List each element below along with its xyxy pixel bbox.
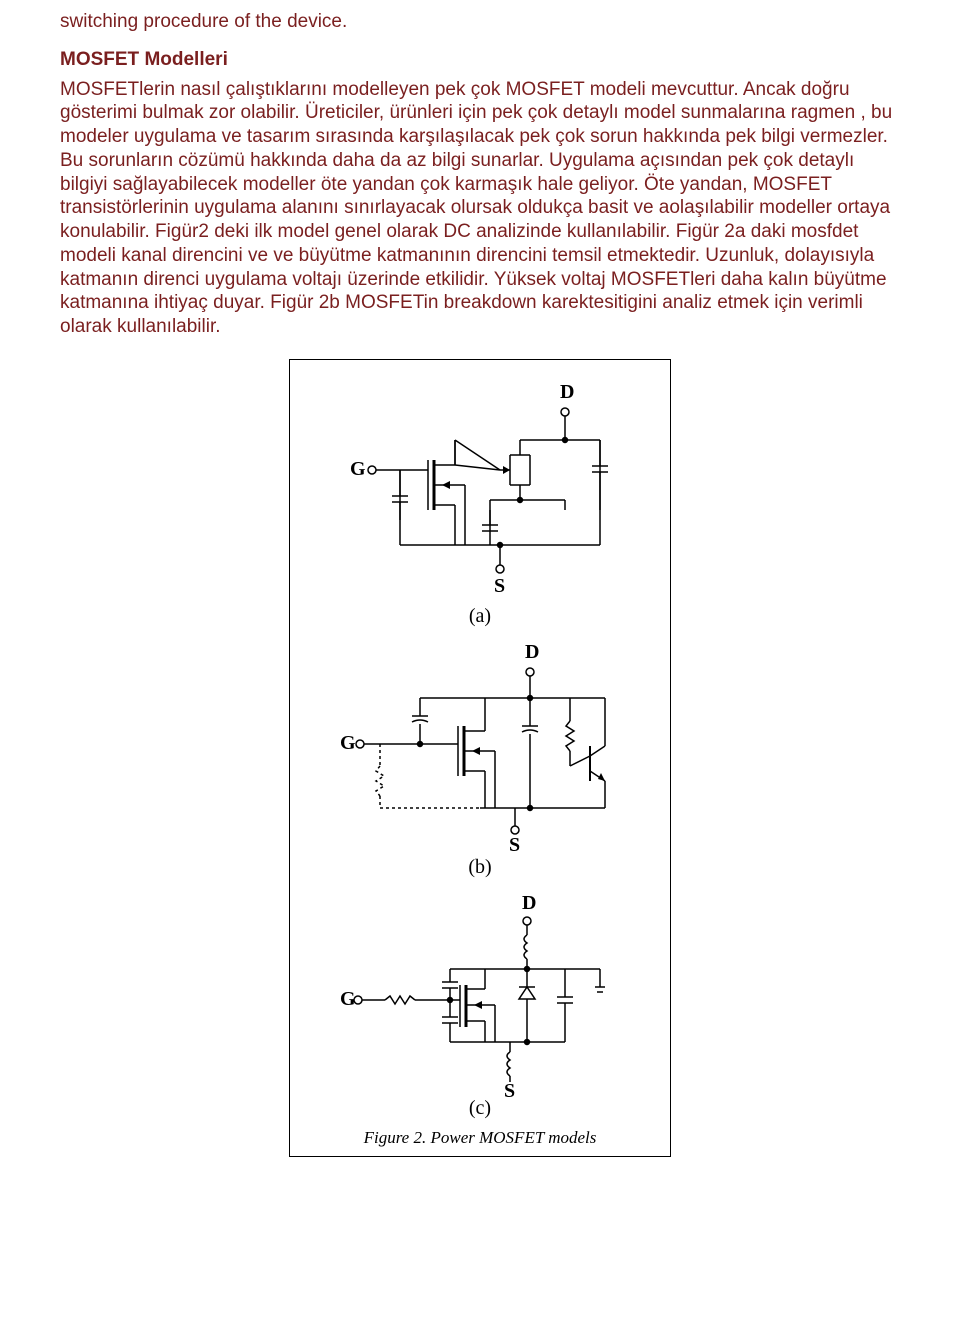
circuit-diagram-a: D — [300, 370, 660, 605]
panel-label-c: (c) — [290, 1097, 670, 1120]
section-heading: MOSFET Modelleri — [60, 48, 900, 72]
svg-text:S: S — [504, 1080, 515, 1097]
figure-box: D — [289, 359, 671, 1157]
circuit-diagram-c: D G — [300, 887, 660, 1097]
figure-caption: Figure 2. Power MOSFET models — [290, 1128, 670, 1148]
intro-line: switching procedure of the device. — [60, 10, 900, 34]
panel-label-b: (b) — [290, 856, 670, 879]
panel-label-a: (a) — [290, 605, 670, 628]
body-text: MOSFETlerin nasıl çalıştıklarını modelle… — [60, 78, 900, 339]
circuit-diagram-b: D G — [300, 636, 660, 856]
svg-text:G: G — [340, 732, 356, 754]
svg-text:S: S — [509, 834, 520, 856]
svg-text:D: D — [525, 641, 539, 663]
label-D: D — [560, 381, 574, 403]
label-S: S — [494, 575, 505, 597]
figure-container: D — [60, 359, 900, 1157]
svg-text:D: D — [522, 892, 536, 914]
label-G: G — [350, 458, 366, 480]
